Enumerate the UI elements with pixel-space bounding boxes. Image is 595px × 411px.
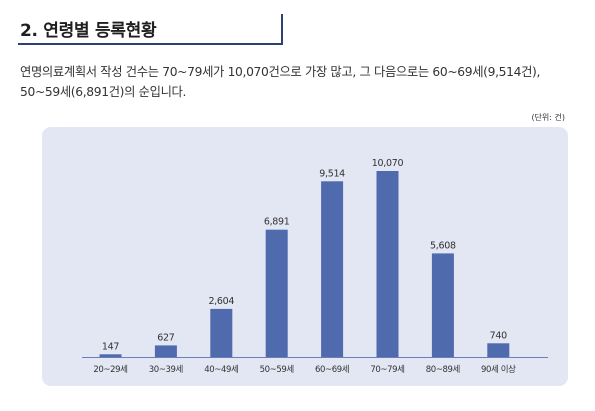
category-label-5: 70~79세: [370, 365, 404, 375]
bar-5: [376, 171, 399, 357]
value-label-1: 627: [157, 332, 174, 343]
value-label-3: 6,891: [264, 217, 290, 228]
bar-2: [210, 308, 233, 357]
category-label-1: 30~39세: [149, 365, 183, 375]
bar-7: [487, 343, 510, 357]
bar-6: [431, 253, 454, 357]
value-label-5: 10,070: [372, 158, 404, 169]
category-label-6: 80~89세: [426, 365, 460, 375]
description-paragraph: 연명의료계획서 작성 건수는 70~79세가 10,070건으로 가장 많고, …: [20, 62, 585, 102]
description-line-2: 50~59세(6,891건)의 순입니다.: [20, 85, 187, 99]
category-label-4: 60~69세: [315, 365, 349, 375]
bar-4: [321, 181, 344, 357]
description-line-1: 연명의료계획서 작성 건수는 70~79세가 10,070건으로 가장 많고, …: [20, 65, 541, 79]
value-label-2: 2,604: [208, 296, 234, 307]
category-label-3: 50~59세: [260, 365, 294, 375]
value-label-4: 9,514: [319, 168, 345, 179]
section-title: 2. 연령별 등록현황: [20, 21, 157, 41]
value-label-7: 740: [490, 330, 507, 341]
value-label-0: 147: [102, 341, 119, 352]
chart-panel: [42, 127, 568, 386]
title-underline: [18, 43, 283, 45]
value-label-6: 5,608: [430, 240, 456, 251]
category-label-7: 90세 이상: [481, 364, 516, 375]
category-label-2: 40~49세: [204, 365, 238, 375]
unit-note: (단위: 건): [531, 113, 565, 122]
bar-0: [99, 354, 122, 357]
bar-1: [154, 345, 177, 357]
title-vertical-rule: [281, 14, 283, 45]
category-label-0: 20~29세: [93, 365, 127, 375]
bar-3: [265, 229, 288, 357]
